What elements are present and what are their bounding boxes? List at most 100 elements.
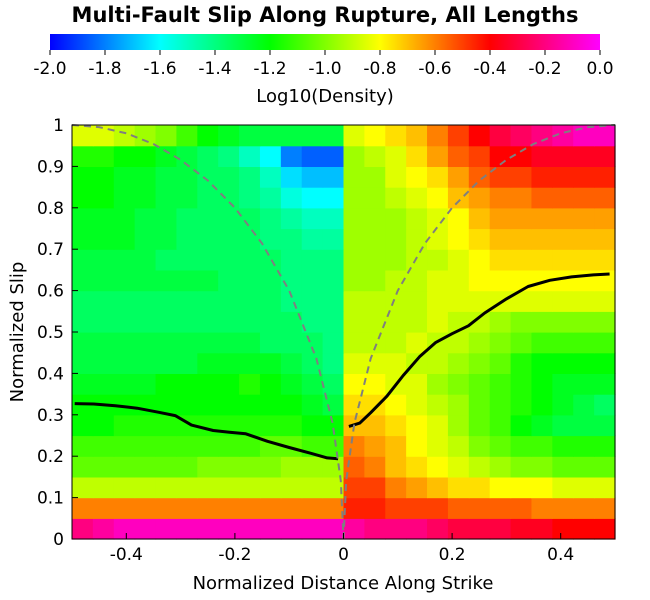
heatmap-cell [447, 435, 470, 457]
heatmap-cell [489, 207, 512, 230]
heatmap-cell [573, 373, 595, 395]
heatmap-cell [176, 332, 198, 354]
heatmap-cell [343, 187, 365, 209]
heatmap-cell [552, 373, 574, 395]
heatmap-cell [510, 352, 533, 374]
heatmap-cell [447, 497, 470, 519]
heatmap-cell [239, 518, 261, 540]
heatmap-cell [322, 394, 345, 416]
heatmap-cell [92, 456, 115, 478]
heatmap-cell [155, 414, 178, 437]
heatmap-cell [489, 518, 512, 540]
heatmap-cell [176, 476, 198, 499]
heatmap-cell [239, 476, 261, 499]
heatmap-cell [92, 187, 115, 209]
heatmap-cell [113, 228, 136, 250]
heatmap-cell [343, 476, 365, 499]
heatmap-cell [406, 414, 428, 437]
heatmap-cell [280, 145, 303, 167]
heatmap-cell [552, 207, 574, 230]
heatmap-cell [113, 518, 136, 540]
heatmap-cell [301, 476, 324, 499]
heatmap-cell [155, 332, 178, 354]
heatmap-cell [280, 207, 303, 230]
heatmap-cell [218, 373, 240, 395]
heatmap-cell [594, 125, 616, 147]
heatmap-cell [364, 125, 386, 147]
heatmap-cell [510, 228, 533, 250]
heatmap-cell [197, 249, 219, 271]
heatmap-cell [343, 269, 365, 292]
heatmap-cell [447, 249, 470, 271]
heatmap-cell [406, 228, 428, 250]
heatmap-cell [301, 456, 324, 478]
heatmap-cell [218, 476, 240, 499]
heatmap-cell [552, 166, 574, 188]
heatmap-cell [489, 497, 512, 519]
heatmap-cell [468, 125, 491, 147]
heatmap-cell [197, 207, 219, 230]
heatmap-cell [531, 456, 553, 478]
colorbar-tick-label: -2.0 [33, 59, 66, 79]
heatmap-cell [594, 352, 616, 374]
heatmap-cell [176, 311, 198, 333]
heatmap-cell [113, 249, 136, 271]
heatmap-cell [155, 269, 178, 292]
heatmap-cell [552, 311, 574, 333]
heatmap-cell [573, 518, 595, 540]
heatmap-cell [552, 125, 574, 147]
heatmap-cell [113, 414, 136, 437]
heatmap-cell [197, 145, 219, 167]
heatmap-cell [134, 518, 157, 540]
heatmap-cell [573, 476, 595, 499]
heatmap-cell [489, 228, 512, 250]
heatmap-cell [364, 352, 386, 374]
heatmap-cell [510, 311, 533, 333]
heatmap-cell [531, 352, 553, 374]
heatmap-cell [259, 476, 282, 499]
heatmap-cell [385, 125, 407, 147]
heatmap-cell [364, 249, 386, 271]
heatmap-cell [197, 290, 219, 312]
heatmap-cell [134, 373, 157, 395]
heatmap-cell [531, 497, 553, 519]
y-tick-label: 0.9 [37, 157, 64, 177]
heatmap-cell [531, 125, 553, 147]
heatmap-cell [552, 414, 574, 437]
heatmap-cell [218, 166, 240, 188]
heatmap-cell [427, 476, 449, 499]
heatmap-cell [92, 414, 115, 437]
heatmap-cell [364, 332, 386, 354]
heatmap-cell [259, 414, 282, 437]
heatmap-cell [406, 476, 428, 499]
y-axis-label: Normalized Slip [7, 262, 28, 403]
heatmap-cell [92, 269, 115, 292]
heatmap-cell [155, 435, 178, 457]
y-tick-label: 0.6 [37, 282, 64, 302]
heatmap-cell [594, 394, 616, 416]
heatmap-cell [552, 228, 574, 250]
heatmap-cell [343, 332, 365, 354]
heatmap-cell [510, 290, 533, 312]
heatmap-cell [531, 269, 553, 292]
heatmap-cell [531, 290, 553, 312]
heatmap-cell [552, 352, 574, 374]
heatmap-cell [468, 394, 491, 416]
heatmap-cell [113, 456, 136, 478]
heatmap-cell [385, 228, 407, 250]
heatmap-cell [72, 456, 94, 478]
heatmap-cell [280, 518, 303, 540]
heatmap-cell [259, 456, 282, 478]
heatmap-cell [92, 228, 115, 250]
heatmap-cell [218, 207, 240, 230]
heatmap-cell [489, 187, 512, 209]
heatmap-cell [552, 187, 574, 209]
heatmap-cell [134, 249, 157, 271]
y-tick-label: 0.2 [37, 447, 64, 467]
heatmap-cell [510, 166, 533, 188]
heatmap-cell [134, 352, 157, 374]
heatmap-cell [72, 414, 94, 437]
heatmap-cell [343, 249, 365, 271]
heatmap-cell [218, 228, 240, 250]
